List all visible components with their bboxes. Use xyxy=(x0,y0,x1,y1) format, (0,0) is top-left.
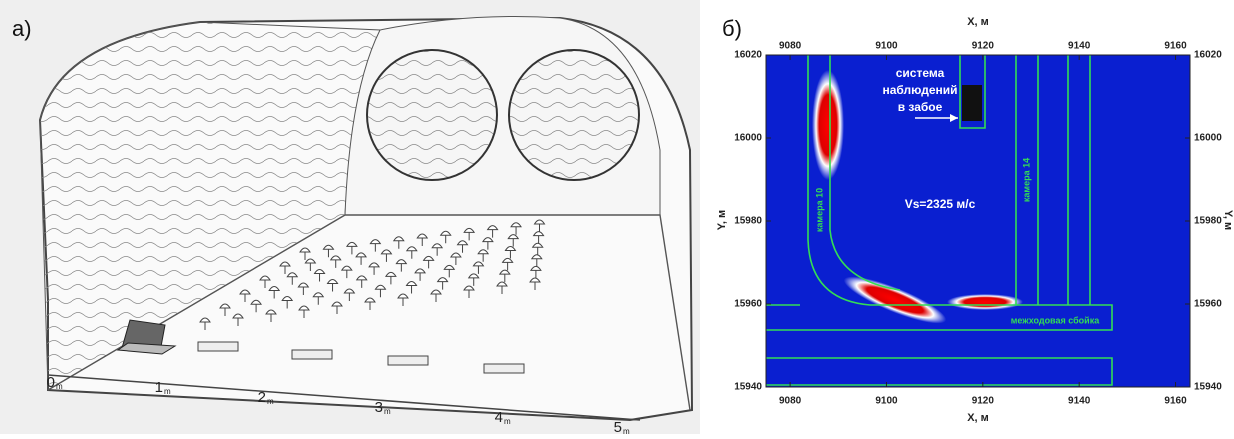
recorder xyxy=(388,356,428,365)
y-tick-label: 16000 xyxy=(734,133,762,144)
x-tick-label: 9080 xyxy=(779,41,802,52)
y-tick-label: 16000 xyxy=(1194,133,1222,144)
scale-unit: m xyxy=(623,427,630,434)
recorder xyxy=(292,350,332,359)
x-tick-label: 9160 xyxy=(1164,396,1187,407)
scale-unit: m xyxy=(56,382,63,391)
scale-label: 1 xyxy=(155,379,163,396)
scale-unit: m xyxy=(164,387,171,396)
annotation: камера 10 xyxy=(814,188,824,232)
x-tick-label: 9140 xyxy=(1068,396,1091,407)
panel-b: б) система наблюдений в забое Vs=2325 м/… xyxy=(716,16,1234,424)
reflection xyxy=(812,70,844,180)
x-tick-label: 9140 xyxy=(1068,41,1091,52)
y-tick-label: 16020 xyxy=(1194,50,1222,61)
y-tick-label: 15980 xyxy=(734,216,762,227)
scale-label: 0 xyxy=(47,374,55,391)
recorder xyxy=(198,342,238,351)
x-tick-label: 9160 xyxy=(1164,41,1187,52)
figure: 0m1m2m3m4m5m а) б) система наблюдений в … xyxy=(0,0,1234,434)
annotation: в забое xyxy=(898,100,943,114)
face-scan-1 xyxy=(367,50,497,180)
scale-label: 5 xyxy=(614,419,622,434)
x-axis-label: X, м xyxy=(967,16,989,28)
y-tick-label: 16020 xyxy=(734,50,762,61)
y-axis-label: Y, м xyxy=(716,210,728,230)
annotation: система xyxy=(896,66,945,80)
y-tick-label: 15940 xyxy=(734,382,762,393)
face-scan-2 xyxy=(509,50,639,180)
y-tick-label: 15960 xyxy=(734,299,762,310)
y-axis-label: Y, м xyxy=(1222,210,1234,230)
scale-unit: m xyxy=(504,417,511,426)
annotation: межходовая сбойка xyxy=(1011,315,1100,325)
panel-label: б) xyxy=(722,16,742,41)
x-tick-label: 9120 xyxy=(972,41,995,52)
annotation: камера 14 xyxy=(1021,158,1031,202)
panel-label: а) xyxy=(12,16,32,41)
annotation: Vs=2325 м/с xyxy=(905,197,976,211)
y-tick-label: 15940 xyxy=(1194,382,1222,393)
x-tick-label: 9120 xyxy=(972,396,995,407)
scale-label: 2 xyxy=(258,389,266,406)
x-axis-label: X, м xyxy=(967,412,989,424)
scale-label: 4 xyxy=(495,409,503,426)
x-tick-label: 9100 xyxy=(875,41,898,52)
reflection xyxy=(947,294,1023,310)
x-tick-label: 9100 xyxy=(875,396,898,407)
scale-unit: m xyxy=(384,407,391,416)
y-tick-label: 15960 xyxy=(1194,299,1222,310)
x-tick-label: 9080 xyxy=(779,396,802,407)
scale-unit: m xyxy=(267,397,274,406)
annotation: наблюдений xyxy=(882,83,957,97)
receiver-array xyxy=(962,85,982,121)
recorder xyxy=(484,364,524,373)
y-tick-label: 15980 xyxy=(1194,216,1222,227)
scale-label: 3 xyxy=(375,399,383,416)
